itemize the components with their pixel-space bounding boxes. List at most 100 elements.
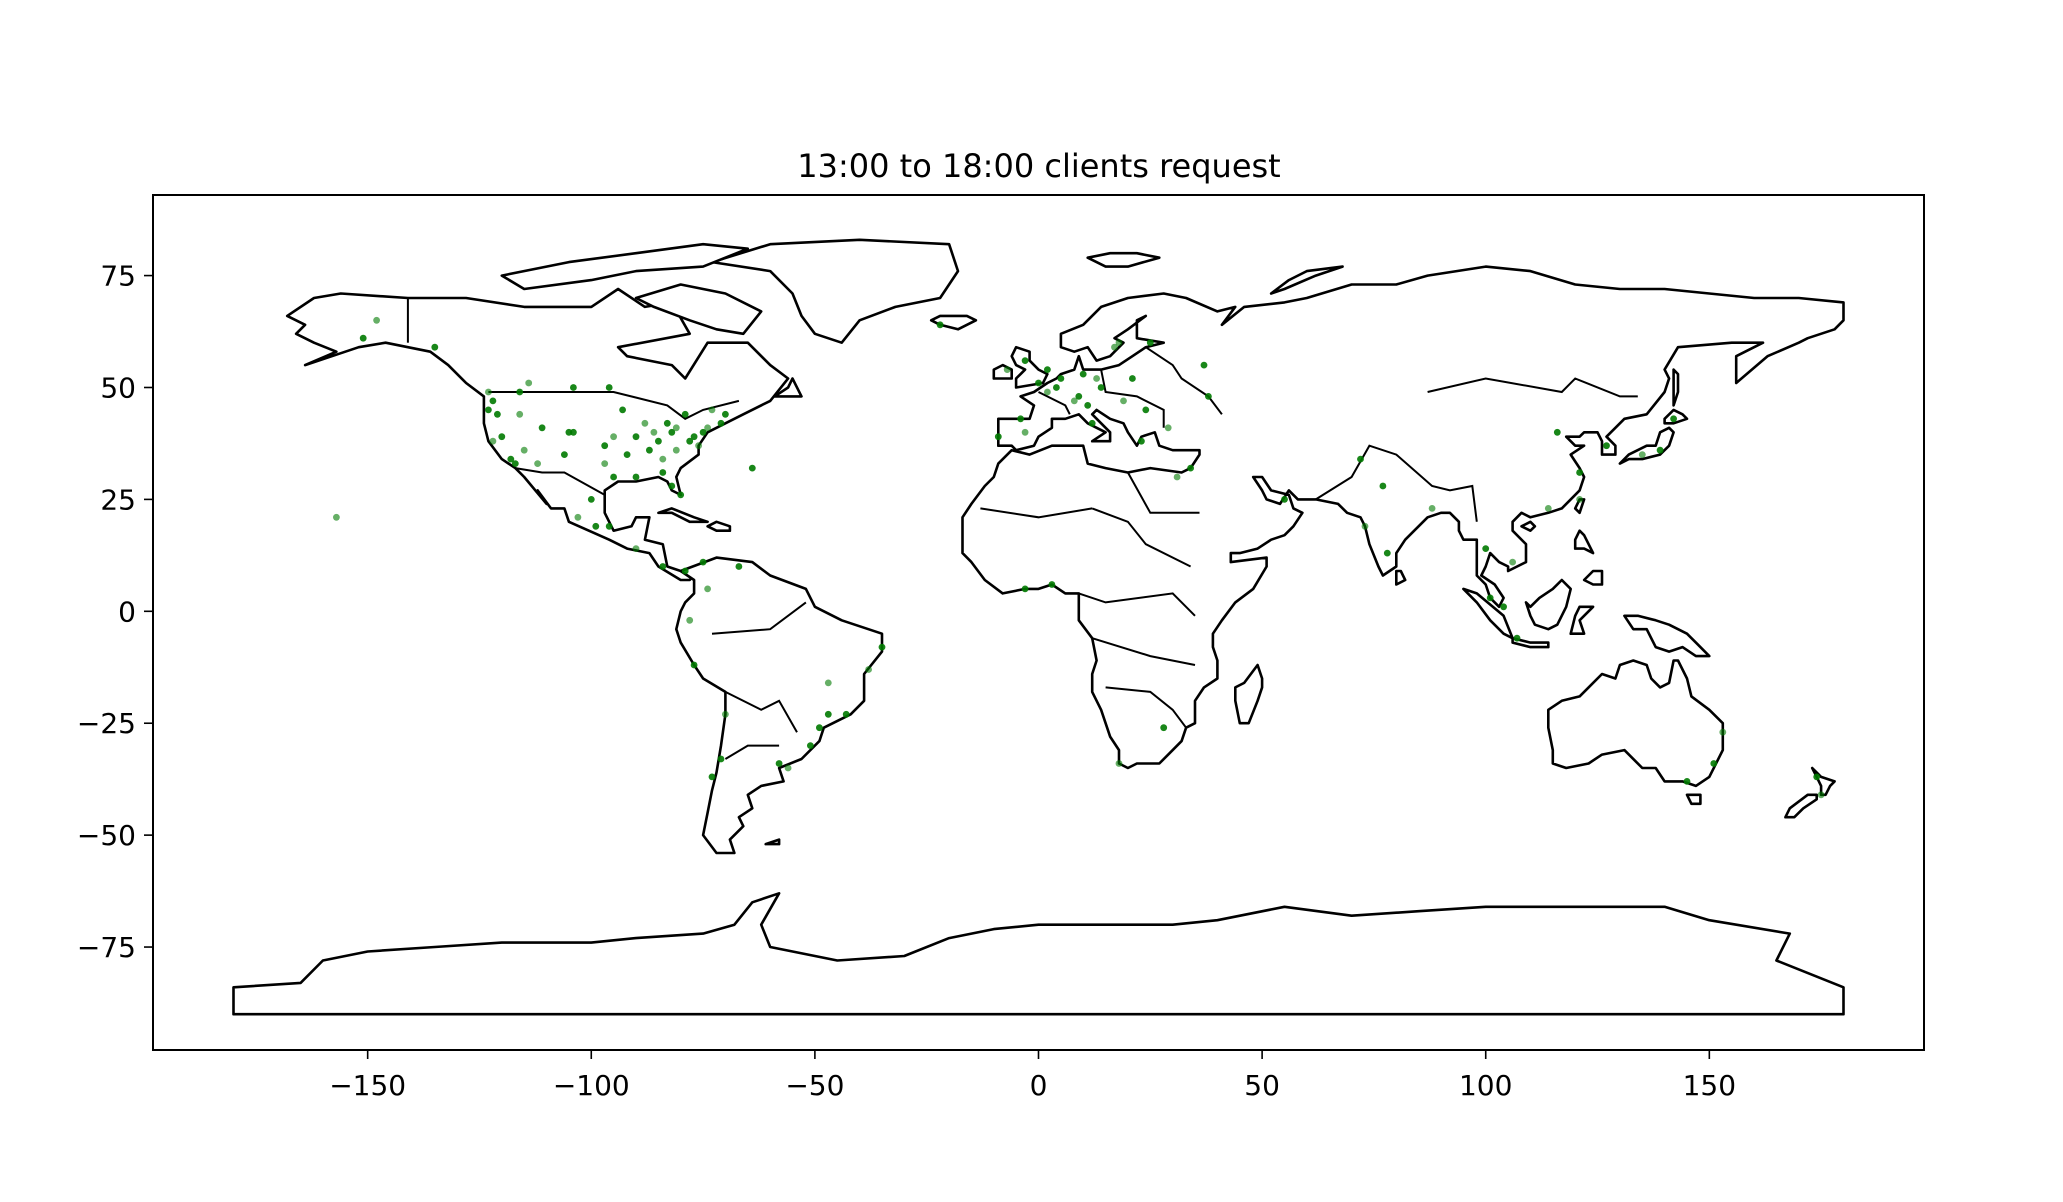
land-baffin-island xyxy=(634,283,763,336)
land-new-guinea xyxy=(1623,614,1711,658)
client-request-point xyxy=(708,406,716,414)
country-border-2 xyxy=(515,467,606,496)
client-request-point xyxy=(1513,634,1521,642)
client-request-point xyxy=(717,755,725,763)
x-tick-label: 150 xyxy=(1683,1069,1736,1102)
land-afro-eurasia xyxy=(961,265,1845,770)
client-request-point xyxy=(1281,496,1288,503)
client-request-point xyxy=(748,464,756,472)
country-border-9 xyxy=(1091,507,1192,568)
client-request-point xyxy=(632,545,640,552)
client-request-point xyxy=(1187,464,1194,472)
land-luzon xyxy=(1573,529,1595,555)
x-tick-label: 50 xyxy=(1244,1069,1280,1102)
country-border-12 xyxy=(1091,637,1196,666)
client-request-point xyxy=(1021,357,1029,364)
client-request-point xyxy=(1544,505,1552,512)
client-request-point xyxy=(994,433,1002,441)
client-request-point xyxy=(722,410,729,418)
client-request-point xyxy=(704,424,711,432)
client-request-point xyxy=(717,419,725,427)
chart-title: 13:00 to 18:00 clients request xyxy=(797,147,1280,185)
country-border-7 xyxy=(1427,377,1638,398)
client-request-point xyxy=(1361,522,1369,530)
land-sumatra xyxy=(1462,587,1514,640)
client-request-point xyxy=(1683,778,1691,785)
land-south-america xyxy=(675,556,884,855)
client-request-point xyxy=(1146,339,1154,347)
client-request-point xyxy=(511,460,519,467)
client-request-point xyxy=(1093,375,1100,382)
client-request-point xyxy=(775,760,783,767)
client-request-point xyxy=(1115,760,1123,767)
client-request-point xyxy=(373,316,380,324)
land-tasmania xyxy=(1685,793,1702,806)
client-request-point xyxy=(1021,585,1029,593)
client-request-point xyxy=(1003,366,1011,373)
client-request-point xyxy=(1070,397,1078,405)
client-request-point xyxy=(722,710,729,718)
client-request-point xyxy=(1576,496,1583,503)
land-greenland xyxy=(710,238,960,344)
client-request-points xyxy=(333,316,1825,799)
y-tick-label: 25 xyxy=(100,483,136,516)
client-request-point xyxy=(646,446,653,454)
y-tick-label: 75 xyxy=(100,260,136,293)
client-request-point xyxy=(1656,446,1664,454)
client-request-point xyxy=(784,764,792,772)
client-request-point xyxy=(1357,455,1364,463)
client-request-point xyxy=(525,379,533,387)
client-request-point xyxy=(1057,375,1065,382)
client-request-point xyxy=(494,410,501,418)
client-request-point xyxy=(1075,393,1083,400)
client-request-point xyxy=(498,433,506,441)
client-request-point xyxy=(677,491,685,499)
client-request-point xyxy=(1048,581,1056,588)
client-request-point xyxy=(1115,339,1123,347)
land-mindanao xyxy=(1582,569,1604,586)
land-antarctica xyxy=(232,892,1845,1016)
client-request-point xyxy=(1111,343,1118,351)
y-tick-label: 0 xyxy=(118,595,136,628)
client-request-point xyxy=(672,424,680,432)
client-request-point xyxy=(1053,384,1060,391)
country-border-10 xyxy=(980,507,1093,519)
client-request-point xyxy=(865,666,872,673)
client-request-point xyxy=(1044,366,1051,373)
land-svalbard xyxy=(1086,251,1161,268)
client-request-point xyxy=(489,437,497,445)
x-tick-label: −100 xyxy=(553,1069,630,1102)
client-request-point xyxy=(570,384,577,391)
client-request-point xyxy=(485,388,492,396)
client-request-point xyxy=(816,724,823,732)
client-request-point xyxy=(1035,379,1042,387)
y-tick-label: −75 xyxy=(77,931,136,964)
client-request-point xyxy=(699,428,707,436)
client-request-point xyxy=(1486,594,1494,602)
country-border-5 xyxy=(1145,346,1223,415)
client-request-point xyxy=(681,410,689,418)
country-border-3 xyxy=(1038,391,1071,415)
x-axis: −150 −100 −50 0 50 100 150 xyxy=(329,1050,1736,1102)
client-request-point xyxy=(1097,384,1105,391)
client-request-point xyxy=(1164,424,1172,432)
country-border-11 xyxy=(1078,592,1196,617)
client-request-point xyxy=(431,343,439,351)
land-sulawesi xyxy=(1569,605,1595,635)
client-request-point xyxy=(842,710,850,718)
client-request-point xyxy=(681,567,689,575)
country-border-4 xyxy=(1100,369,1165,428)
client-request-point xyxy=(1428,505,1436,512)
client-request-point xyxy=(1509,558,1516,566)
client-request-point xyxy=(1603,442,1610,450)
land-newfoundland xyxy=(773,377,803,398)
client-request-point xyxy=(650,428,658,436)
client-request-point xyxy=(538,424,546,432)
client-request-point xyxy=(690,433,698,441)
client-request-point xyxy=(668,428,676,436)
client-request-point xyxy=(1142,406,1150,414)
country-border-8 xyxy=(1127,472,1200,514)
land-cuba xyxy=(657,507,709,524)
client-request-point xyxy=(1138,437,1145,445)
client-request-point xyxy=(1021,428,1029,436)
